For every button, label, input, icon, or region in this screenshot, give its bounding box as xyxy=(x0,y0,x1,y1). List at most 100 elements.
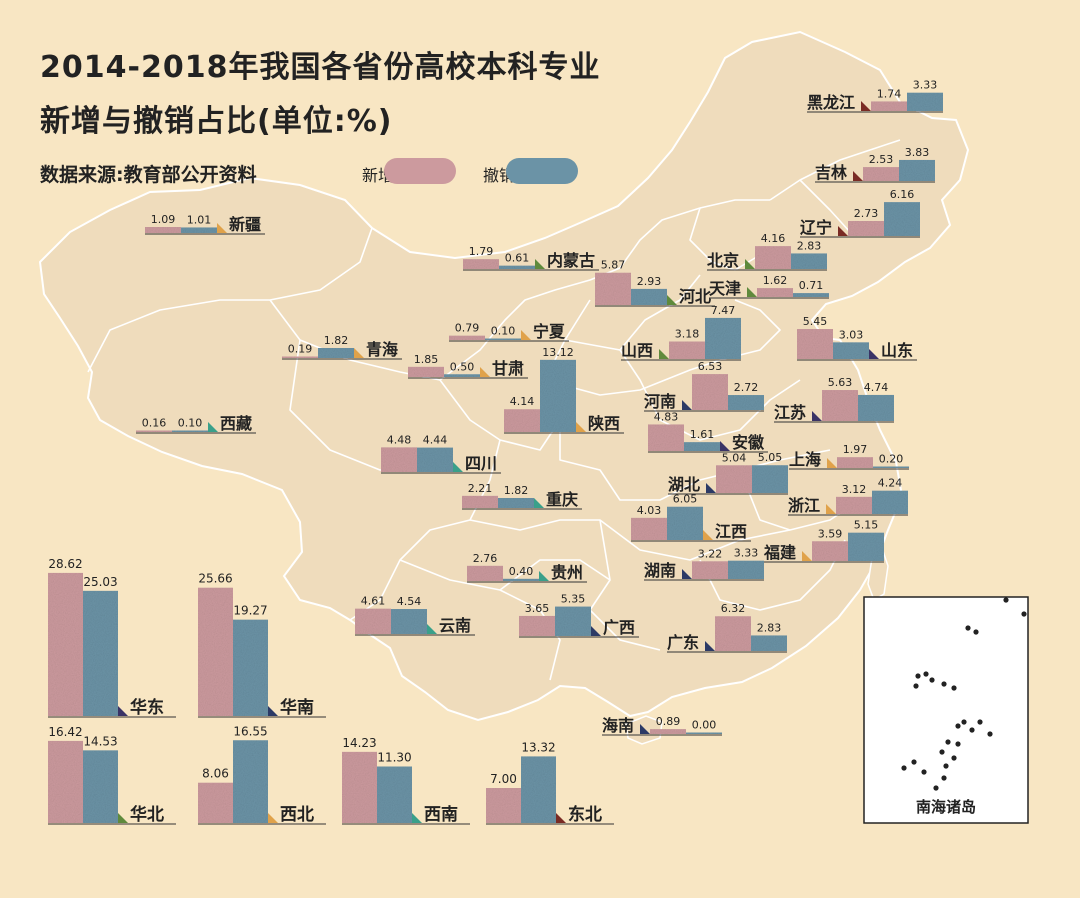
value-label-removed: 2.83 xyxy=(797,239,822,252)
bar-added xyxy=(631,517,667,540)
bar-added xyxy=(48,572,83,716)
region-marker xyxy=(268,813,278,823)
value-label-added: 5.87 xyxy=(601,259,626,272)
region-marker xyxy=(667,295,677,305)
province-label: 黑龙江 xyxy=(807,93,855,112)
value-label-added: 3.59 xyxy=(818,527,843,540)
value-label-removed: 2.83 xyxy=(757,621,782,634)
value-label-added: 14.23 xyxy=(342,736,376,750)
bar-removed xyxy=(631,288,667,305)
value-label-removed: 1.82 xyxy=(324,334,349,347)
bar-removed xyxy=(833,342,869,359)
province-label: 海南 xyxy=(602,716,634,735)
bar-removed xyxy=(391,609,427,634)
province-label: 安徽 xyxy=(732,433,765,452)
region-marker xyxy=(118,706,128,716)
region-group-西北: 8.06 16.55 西北 xyxy=(198,724,326,825)
value-label-added: 3.65 xyxy=(525,602,550,615)
island-dot xyxy=(955,741,961,747)
province-group-内蒙古: 1.79 0.61 内蒙古 xyxy=(463,245,599,271)
region-marker xyxy=(354,348,364,358)
province-label: 江西 xyxy=(715,522,747,541)
province-label: 湖南 xyxy=(644,561,676,580)
inset-islands xyxy=(901,597,1027,791)
province-label: 浙江 xyxy=(788,496,820,515)
region-marker xyxy=(705,641,715,651)
value-label-added: 8.06 xyxy=(202,767,229,781)
province-group-广东: 6.32 2.83 广东 xyxy=(667,602,787,653)
value-label-removed: 4.74 xyxy=(864,381,889,394)
value-label-removed: 11.30 xyxy=(377,751,411,765)
province-group-海南: 0.89 0.00 海南 xyxy=(602,715,722,736)
value-label-added: 4.14 xyxy=(510,395,535,408)
bar-added xyxy=(355,608,391,634)
region-marker xyxy=(453,462,463,472)
island-dot xyxy=(1003,597,1009,603)
province-group-宁夏: 0.79 0.10 宁夏 xyxy=(449,322,569,342)
value-label-added: 1.97 xyxy=(843,443,868,456)
bar-removed xyxy=(884,202,920,236)
province-group-西藏: 0.16 0.10 西藏 xyxy=(136,414,256,434)
value-label-added: 1.85 xyxy=(414,353,439,366)
region-marker xyxy=(591,626,601,636)
value-label-removed: 6.16 xyxy=(890,188,915,201)
bar-added xyxy=(342,751,377,823)
value-label-added: 2.21 xyxy=(468,482,493,495)
region-marker xyxy=(706,483,716,493)
value-label-removed: 3.33 xyxy=(913,79,938,92)
province-label: 吉林 xyxy=(815,163,847,182)
region-marker xyxy=(827,458,837,468)
bar-added xyxy=(848,220,884,236)
bar-removed xyxy=(873,466,909,468)
value-label-added: 0.19 xyxy=(288,343,313,356)
province-label: 山东 xyxy=(881,341,913,360)
bar-removed xyxy=(233,740,268,823)
region-marker xyxy=(745,259,755,269)
region-marker xyxy=(576,422,586,432)
province-label: 广西 xyxy=(603,618,635,637)
region-marker xyxy=(747,287,757,297)
value-label-removed: 5.35 xyxy=(561,593,586,606)
island-dot xyxy=(977,719,983,725)
legend-added-swatch xyxy=(384,158,456,184)
value-label-added: 25.66 xyxy=(198,572,232,586)
bar-removed xyxy=(848,532,884,561)
province-label: 贵州 xyxy=(551,563,583,582)
province-group-四川: 4.48 4.44 四川 xyxy=(381,433,501,474)
island-dot xyxy=(929,677,935,683)
bar-removed xyxy=(318,347,354,358)
region-marker xyxy=(427,624,437,634)
island-dot xyxy=(969,727,975,733)
value-label-removed: 1.61 xyxy=(690,428,715,441)
value-label-added: 5.04 xyxy=(722,451,747,464)
bar-added xyxy=(812,541,848,561)
value-label-removed: 4.44 xyxy=(423,434,448,447)
bar-removed xyxy=(555,606,591,636)
bar-added xyxy=(136,430,172,432)
province-label: 内蒙古 xyxy=(547,251,595,270)
value-label-removed: 0.10 xyxy=(178,417,203,430)
bar-added xyxy=(463,259,499,269)
value-label-removed: 13.12 xyxy=(542,346,574,359)
island-dot xyxy=(913,683,919,689)
province-label: 上海 xyxy=(789,450,821,469)
region-group-东北: 7.00 13.32 东北 xyxy=(486,740,614,825)
bar-removed xyxy=(485,338,521,340)
value-label-removed: 2.93 xyxy=(637,275,662,288)
bar-added xyxy=(282,356,318,358)
province-group-湖南: 3.22 3.33 湖南 xyxy=(644,547,764,581)
value-label-removed: 0.71 xyxy=(799,279,824,292)
province-label: 宁夏 xyxy=(533,322,566,341)
value-label-added: 1.62 xyxy=(763,274,788,287)
bar-removed xyxy=(793,293,829,297)
china-map xyxy=(38,30,970,745)
value-label-added: 28.62 xyxy=(48,557,82,571)
region-marker xyxy=(412,813,422,823)
bar-added xyxy=(715,616,751,651)
region-marker xyxy=(556,813,566,823)
bar-added xyxy=(145,227,181,233)
bar-added xyxy=(648,424,684,451)
province-label: 福建 xyxy=(763,543,796,562)
